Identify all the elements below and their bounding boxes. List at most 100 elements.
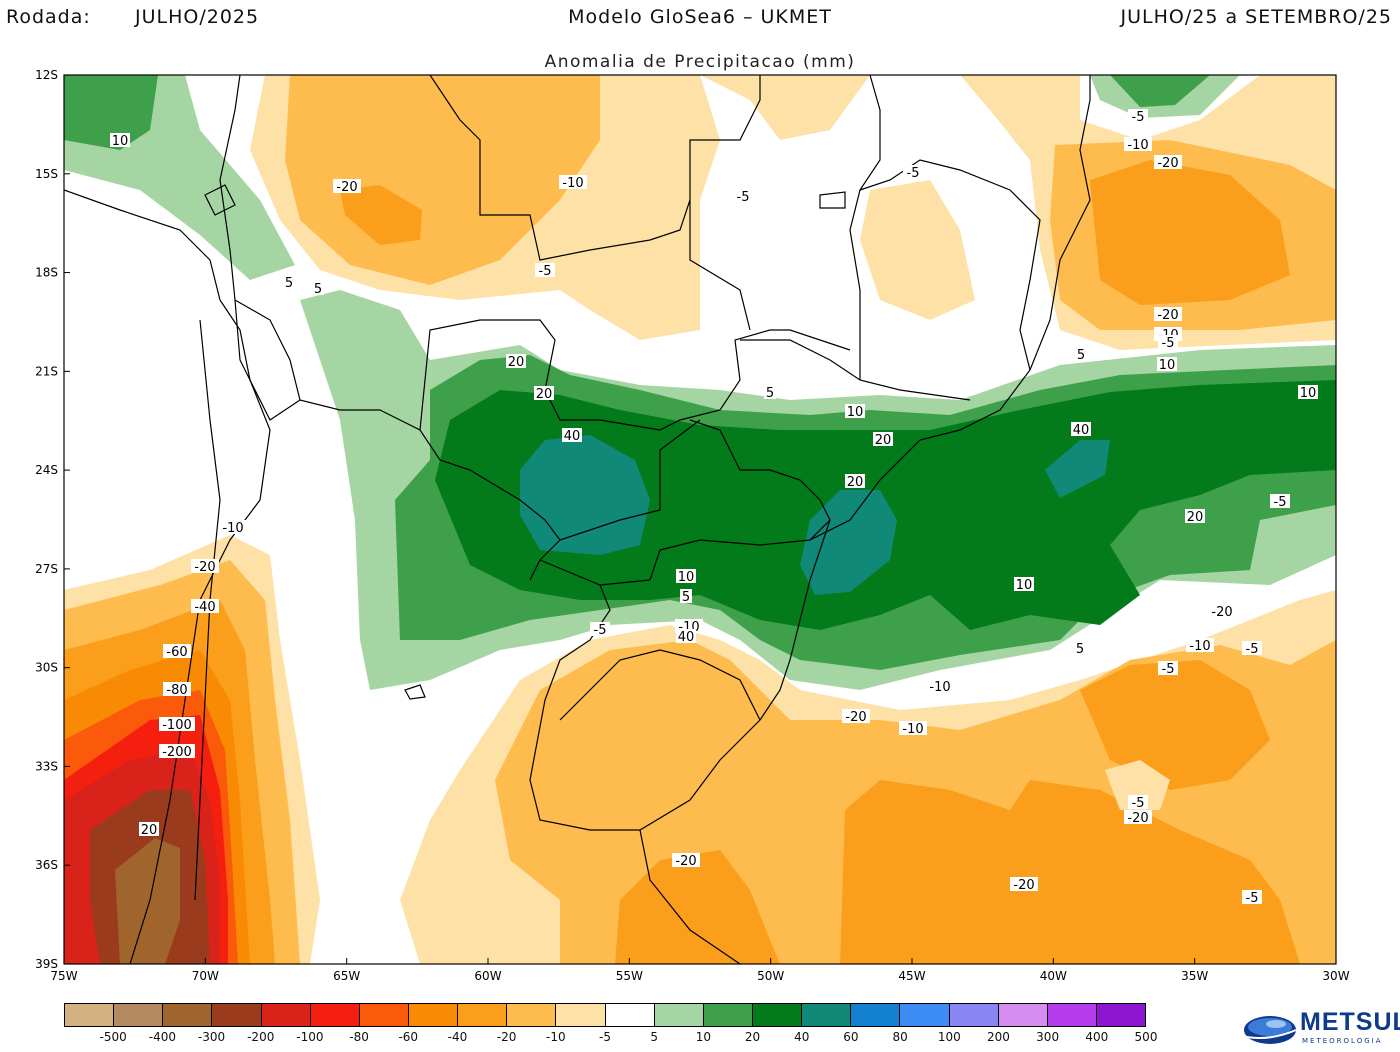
legend-label: 20 <box>744 1030 761 1044</box>
contour-label: 20 <box>534 386 554 402</box>
contour-label: -10 <box>559 175 587 191</box>
contour-label: 10 <box>1298 385 1318 401</box>
svg-text:-20: -20 <box>194 560 215 575</box>
svg-text:-10: -10 <box>562 176 583 191</box>
contour-label: 10 <box>676 569 696 585</box>
contour-label: -20 <box>1208 604 1236 620</box>
svg-text:5: 5 <box>1077 348 1085 363</box>
legend-label: -300 <box>197 1030 226 1044</box>
legend-label: -5 <box>599 1030 611 1044</box>
legend-swatch <box>212 1004 262 1026</box>
contour-label: -5 <box>1242 641 1262 657</box>
contour-label: -20 <box>191 559 219 575</box>
contour-label: 40 <box>676 629 696 645</box>
anomaly-field <box>64 75 1336 964</box>
contour-label: 5 <box>312 281 324 297</box>
legend-label: 500 <box>1134 1030 1158 1044</box>
globe-icon <box>1241 1016 1297 1044</box>
contour-label: 5 <box>1074 641 1086 657</box>
svg-text:5: 5 <box>1076 642 1084 657</box>
contour-label: -20 <box>842 709 870 725</box>
legend-label: 5 <box>650 1030 658 1044</box>
legend-swatch <box>310 1004 360 1026</box>
anomaly-zone <box>1110 75 1210 107</box>
anomaly-zone <box>285 75 600 285</box>
lat-label: 15S <box>35 167 58 181</box>
svg-text:40: 40 <box>1073 423 1090 438</box>
contour-label: -20 <box>1154 155 1182 171</box>
contour-label: -5 <box>1158 335 1178 351</box>
contour-label: -5 <box>1270 494 1290 510</box>
svg-text:5: 5 <box>682 590 690 605</box>
contour-label: -5 <box>1242 890 1262 906</box>
contour-label: -5 <box>1128 795 1148 811</box>
run-date: JULHO/2025 <box>135 6 260 28</box>
anomaly-zone <box>520 435 650 555</box>
legend-swatch <box>65 1004 115 1026</box>
anomaly-zone <box>64 75 158 150</box>
svg-text:-20: -20 <box>336 180 357 195</box>
svg-text:-10: -10 <box>902 722 923 737</box>
legend-label: -80 <box>349 1030 369 1044</box>
latitude-axis: 12S 15S 18S 21S 24S 27S 30S 33S 36S 39S <box>35 68 70 971</box>
legend-label: 60 <box>843 1030 859 1044</box>
contour-label: 20 <box>845 474 865 490</box>
contour-label: -200 <box>159 744 195 760</box>
anomaly-zone <box>1080 660 1270 790</box>
contour-label: 20 <box>873 432 893 448</box>
precipitation-anomaly-map: 12S 15S 18S 21S 24S 27S 30S 33S 36S 39S 75W 70W 65W… <box>35 68 1350 983</box>
contour-label: 20 <box>1185 509 1205 525</box>
svg-text:-20: -20 <box>1157 156 1178 171</box>
svg-text:10: 10 <box>1300 386 1317 401</box>
legend-swatch <box>900 1004 950 1026</box>
svg-text:-80: -80 <box>166 683 187 698</box>
legend-label: 200 <box>987 1030 1010 1044</box>
legend-label: 100 <box>937 1030 961 1044</box>
contour-label: 40 <box>562 428 582 444</box>
anomaly-zone <box>1045 440 1110 498</box>
svg-text:-10: -10 <box>1127 138 1148 153</box>
anomaly-zone <box>700 75 870 140</box>
svg-text:10: 10 <box>112 134 129 149</box>
legend-swatch <box>1047 1004 1097 1026</box>
contour-label: -5 <box>903 165 923 181</box>
svg-text:10: 10 <box>678 570 695 585</box>
lat-label: 21S <box>35 364 58 378</box>
legend-swatch <box>703 1004 753 1026</box>
svg-text:20: 20 <box>536 387 553 402</box>
metsul-logo: METSUL METEOROLOGIA <box>1238 1008 1400 1050</box>
contour-label: 5 <box>680 589 692 605</box>
svg-text:20: 20 <box>141 823 158 838</box>
svg-text:5: 5 <box>285 276 293 291</box>
legend-swatch <box>458 1004 508 1026</box>
legend-label: -100 <box>296 1030 324 1044</box>
contour-label: 5 <box>764 385 776 401</box>
contour-label: 5 <box>283 275 295 291</box>
legend-swatch <box>605 1004 655 1026</box>
anomaly-zone <box>840 780 1300 964</box>
svg-text:-20: -20 <box>1157 308 1178 323</box>
logo-subtitle: METEOROLOGIA <box>1302 1037 1383 1045</box>
svg-text:-5: -5 <box>1246 642 1259 657</box>
contour-label: 20 <box>506 354 526 370</box>
svg-text:-20: -20 <box>1211 605 1232 620</box>
legend-swatch <box>556 1004 606 1026</box>
svg-text:-200: -200 <box>162 745 192 760</box>
forecast-period: JULHO/25 a SETEMBRO/25 <box>1120 6 1392 28</box>
legend-label: -10 <box>546 1030 566 1044</box>
contour-label: 10 <box>845 404 865 420</box>
contour-label: -100 <box>159 717 195 733</box>
contour-label: -10 <box>899 721 927 737</box>
svg-text:10: 10 <box>1159 358 1176 373</box>
lat-label: 30S <box>35 661 58 675</box>
legend-label: -400 <box>148 1030 176 1044</box>
svg-text:20: 20 <box>508 355 525 370</box>
legend-label: -500 <box>99 1030 127 1044</box>
lon-label: 40W <box>1040 969 1067 983</box>
lat-label: 12S <box>35 68 58 82</box>
longitude-axis: 75W 70W 65W 60W 55W 50W 45W 40W 35W 30W <box>50 958 1350 983</box>
svg-text:-5: -5 <box>1162 336 1175 351</box>
political-boundaries <box>64 75 1091 964</box>
anomaly-zone <box>115 838 180 964</box>
lon-label: 60W <box>474 969 501 983</box>
